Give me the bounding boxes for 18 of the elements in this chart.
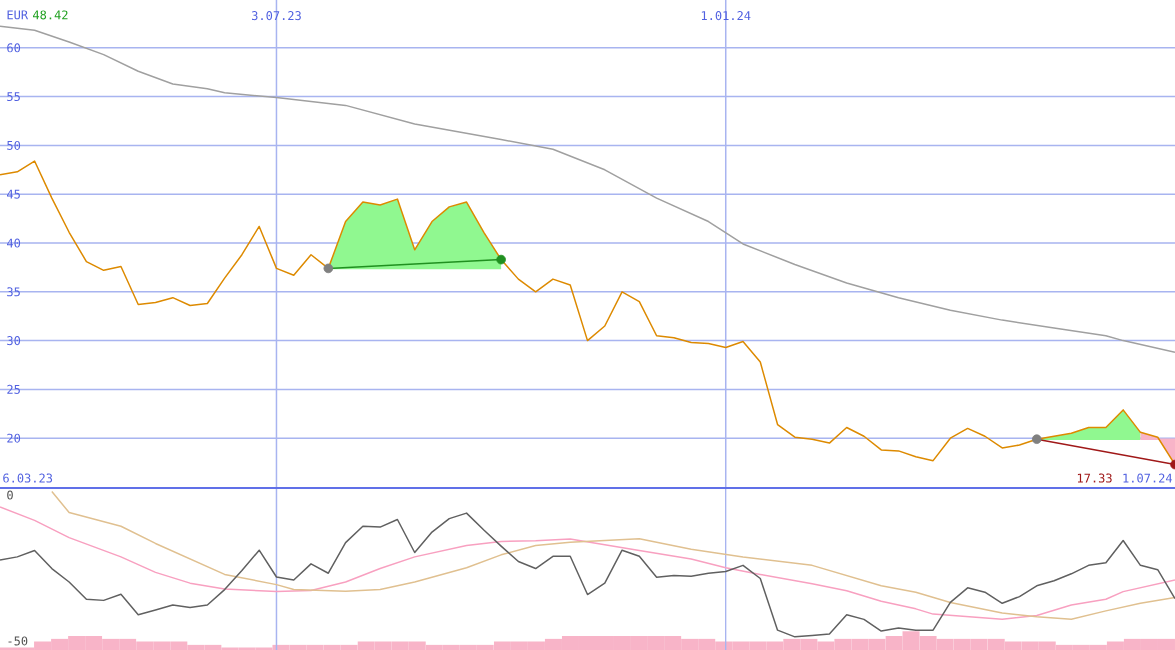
y-tick-label: 35 xyxy=(7,287,20,297)
y-tick-label: 25 xyxy=(7,384,20,394)
x-tick-label: 1.01.24 xyxy=(701,11,751,21)
y-axis-title: EUR xyxy=(7,10,29,20)
annotation: 17.33 xyxy=(1077,473,1112,483)
y-tick-label: 0 xyxy=(7,490,13,500)
annotation: 48.42 xyxy=(33,10,68,20)
annotation: 6.03.23 xyxy=(3,473,53,483)
y-tick-label: 30 xyxy=(7,336,21,346)
annotation: 1.07.24 xyxy=(1123,473,1173,483)
y-tick-label: 60 xyxy=(7,43,21,53)
y-tick-label: 40 xyxy=(7,238,21,248)
y-tick-label: 55 xyxy=(7,92,20,102)
y-tick-label: 45 xyxy=(7,189,20,199)
x-tick-label: 3.07.23 xyxy=(252,11,301,21)
y-tick-label: 20 xyxy=(7,433,21,443)
y-tick-label: -50 xyxy=(8,636,28,646)
y-tick-label: 50 xyxy=(7,140,21,150)
